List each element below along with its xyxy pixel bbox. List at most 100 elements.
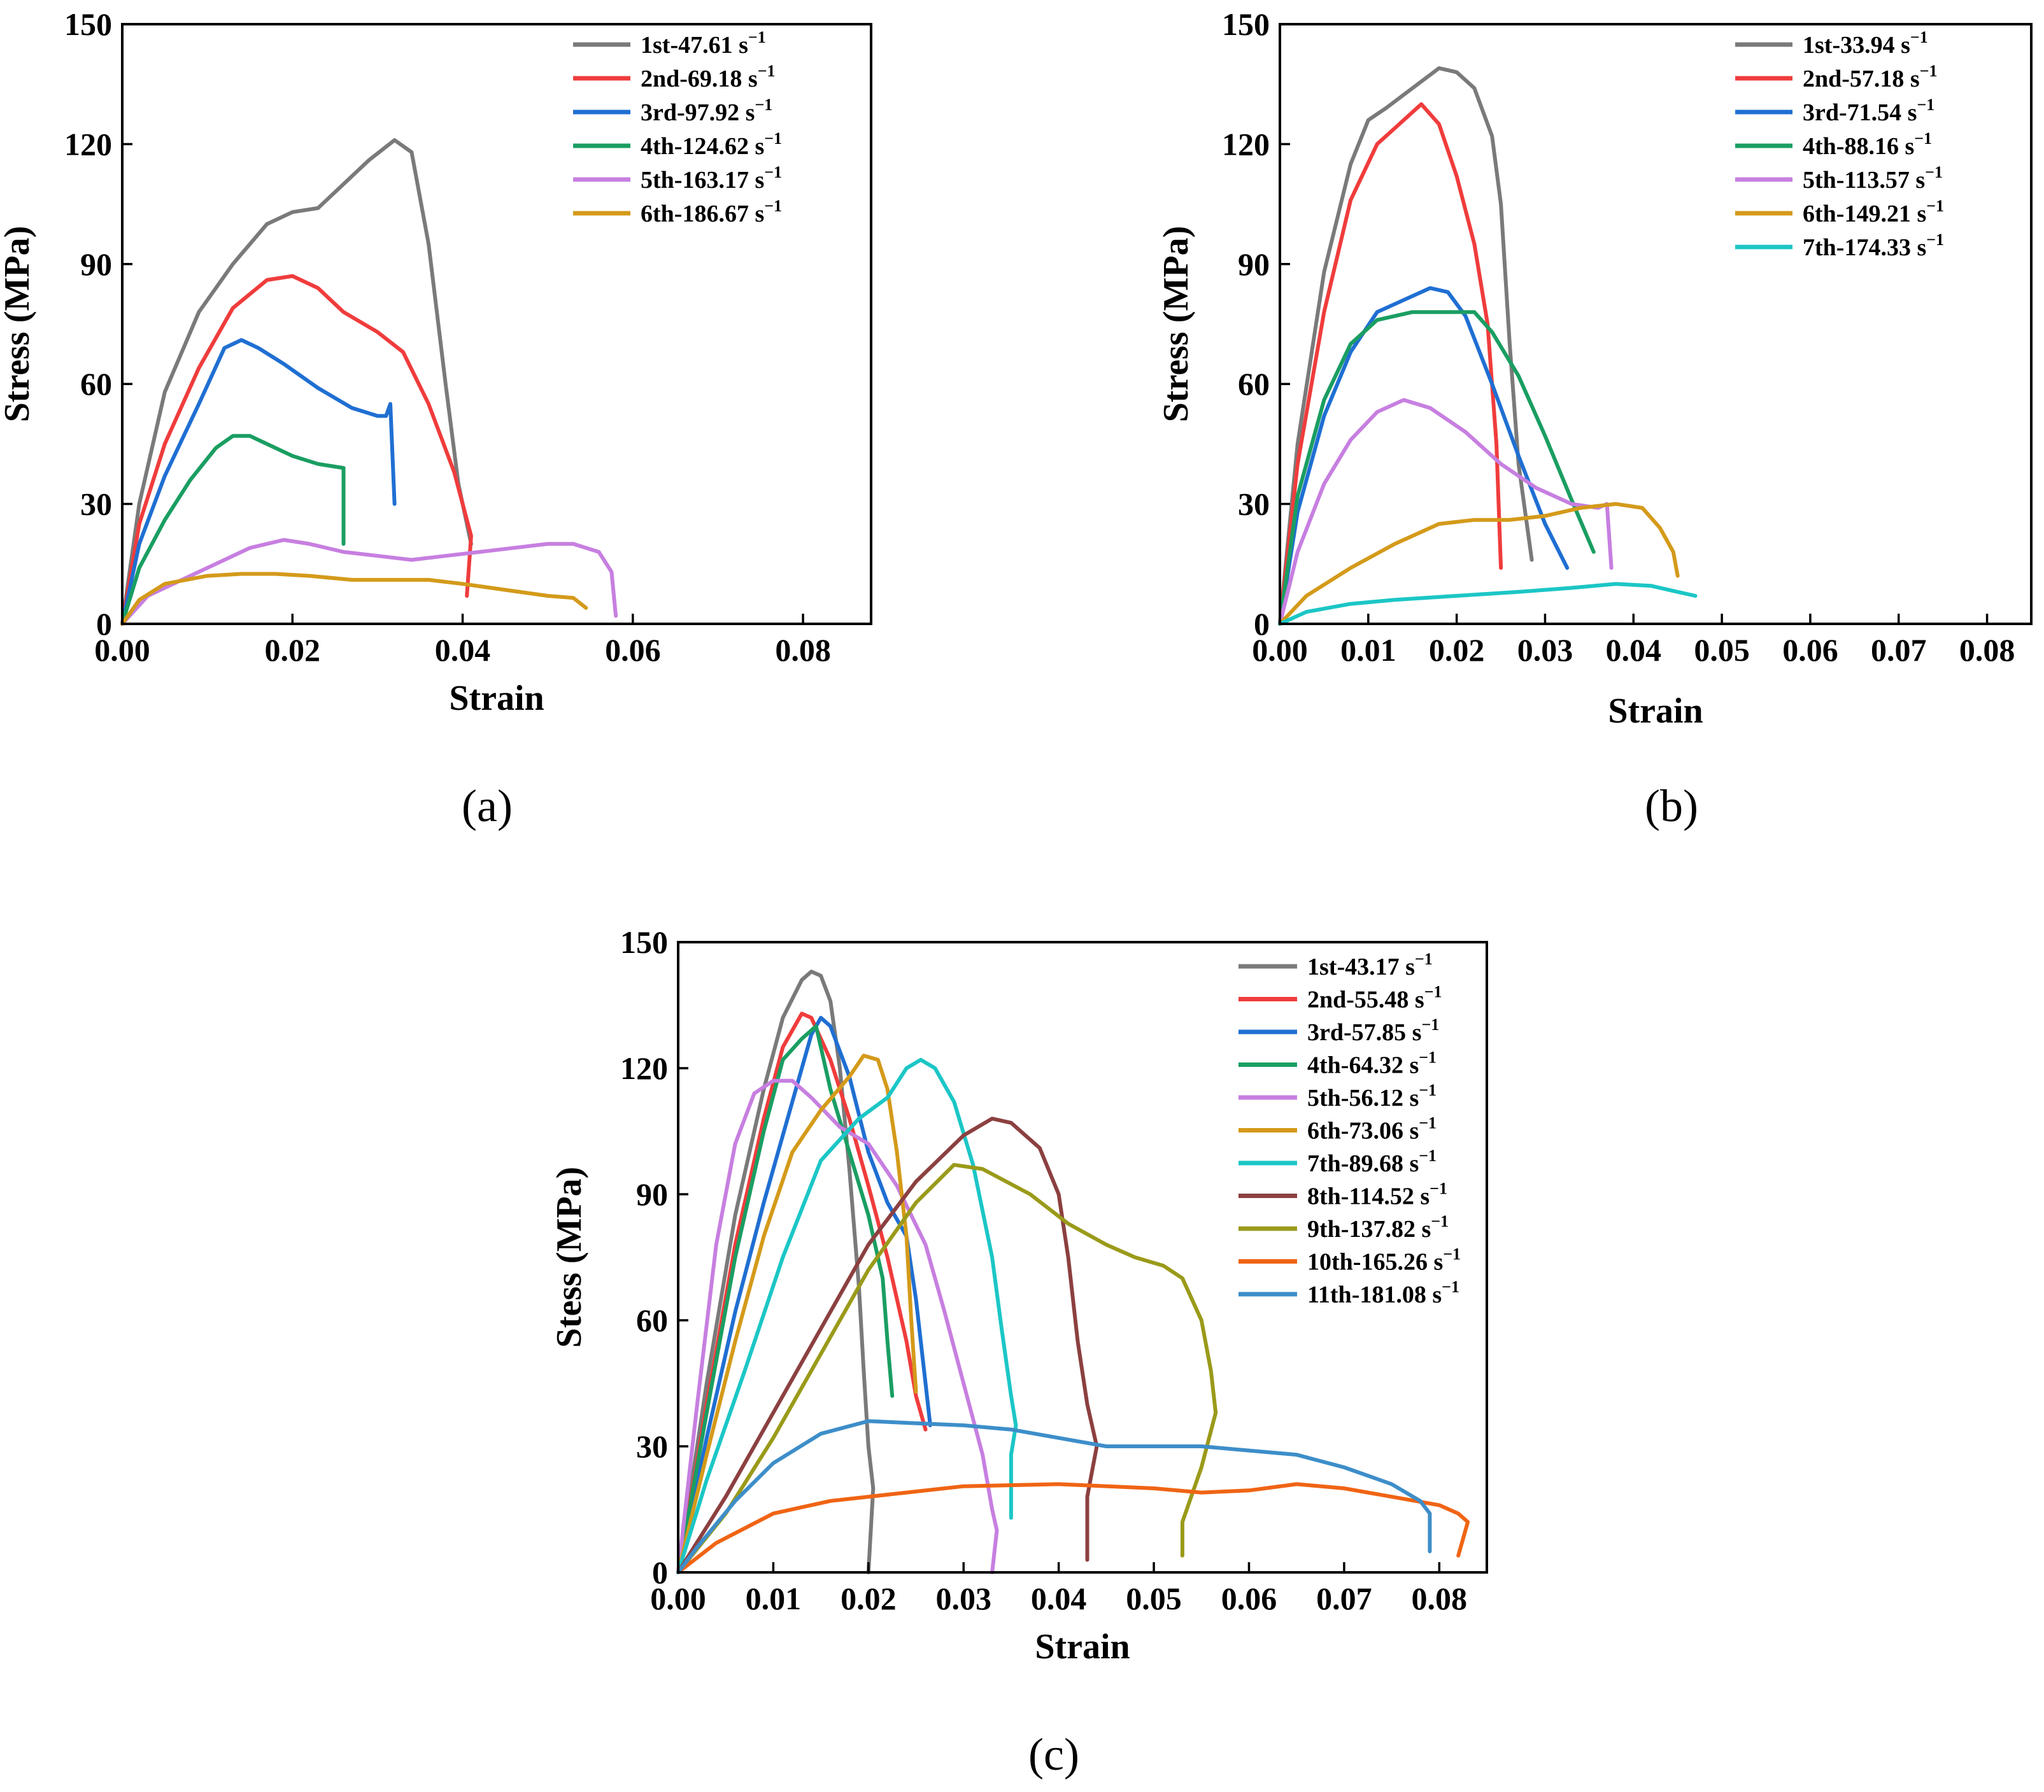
legend-label-c-4: 4th-64.32 s−1 <box>1307 1048 1437 1079</box>
series-line-c-10 <box>676 1482 1470 1574</box>
series-line-c-7 <box>676 1057 1018 1574</box>
x-tick-label-b-7: 0.07 <box>1871 632 1927 668</box>
y-tick-label-b-5: 150 <box>1222 6 1270 42</box>
legend-label-a-2: 2nd-69.18 s−1 <box>641 62 776 92</box>
x-tick-label-b-2: 0.02 <box>1429 632 1485 668</box>
legend-label-c-3: 3rd-57.85 s−1 <box>1307 1015 1439 1046</box>
x-tick-label-b-0: 0.00 <box>1252 632 1308 668</box>
x-tick-label-c-0: 0.00 <box>650 1581 706 1616</box>
panel-a: 0.00 0.02 0.04 0.06 0.08 0 30 60 90 120 150 Strain S… <box>0 6 872 718</box>
x-axis-label-a: Strain <box>449 679 544 718</box>
series-line-b-3 <box>1278 286 1570 626</box>
x-tick-label-a-2: 0.04 <box>435 632 491 668</box>
x-axis-label-c: Strain <box>1035 1627 1130 1667</box>
x-axis-label-b: Strain <box>1608 691 1703 731</box>
x-tick-label-c-7: 0.07 <box>1316 1581 1372 1616</box>
y-tick-label-a-2: 60 <box>80 366 112 402</box>
series-line-c-9 <box>676 1162 1218 1574</box>
legend-label-b-7: 7th-174.33 s−1 <box>1803 230 1944 261</box>
x-tick-label-c-2: 0.02 <box>841 1581 897 1616</box>
legend-label-c-9: 9th-137.82 s−1 <box>1307 1212 1449 1243</box>
x-tick-label-b-1: 0.01 <box>1340 632 1396 668</box>
y-tick-label-c-3: 90 <box>636 1176 668 1212</box>
legend-label-b-2: 2nd-57.18 s−1 <box>1803 62 1938 92</box>
x-tick-label-b-6: 0.06 <box>1782 632 1838 668</box>
legend-label-a-4: 4th-124.62 s−1 <box>641 129 782 160</box>
y-axis-label-a: Stress (MPa) <box>0 226 37 422</box>
y-tick-label-c-2: 60 <box>636 1302 668 1338</box>
series-line-c-5 <box>676 1078 999 1574</box>
plot-frame-a <box>121 23 872 625</box>
y-tick-label-a-4: 120 <box>64 126 112 162</box>
x-tick-label-b-3: 0.03 <box>1517 632 1573 668</box>
series-line-a-6 <box>120 572 588 626</box>
panel-label-b: (b) <box>1645 780 1698 831</box>
y-tick-label-c-5: 150 <box>620 924 668 960</box>
series-line-c-6 <box>676 1054 918 1574</box>
legend-label-b-5: 5th-113.57 s−1 <box>1803 163 1943 194</box>
series-line-a-2 <box>120 274 473 626</box>
panel-b: 0.00 0.01 0.02 0.03 0.04 0.05 0.06 0.07 0.08 0 30 6… <box>1156 6 2033 731</box>
x-tick-label-c-8: 0.08 <box>1412 1581 1468 1616</box>
series-line-c-8 <box>676 1117 1099 1574</box>
series-line-a-4 <box>120 434 346 626</box>
y-tick-label-b-2: 60 <box>1238 366 1270 402</box>
legend-label-b-1: 1st-33.94 s−1 <box>1803 28 1928 59</box>
plot-frame-b <box>1279 23 2033 625</box>
plot-frame-c <box>677 941 1488 1574</box>
legend-label-c-10: 10th-165.26 s−1 <box>1307 1245 1461 1276</box>
y-tick-label-a-5: 150 <box>64 6 112 42</box>
legend-label-b-6: 6th-149.21 s−1 <box>1803 197 1944 227</box>
y-tick-label-c-1: 30 <box>636 1429 668 1464</box>
panel-c: 0.00 0.01 0.02 0.03 0.04 0.05 0.06 0.07 0.08 0 30 6… <box>550 924 1488 1667</box>
y-tick-label-b-1: 30 <box>1238 486 1270 522</box>
legend-label-a-1: 1st-47.61 s−1 <box>641 28 766 59</box>
x-tick-label-c-5: 0.05 <box>1126 1581 1182 1616</box>
legend-label-c-8: 8th-114.52 s−1 <box>1307 1180 1447 1210</box>
panel-label-a: (a) <box>462 780 513 831</box>
x-tick-label-b-4: 0.04 <box>1606 632 1662 668</box>
y-tick-label-b-0: 0 <box>1254 606 1270 642</box>
series-line-c-4 <box>676 1024 895 1574</box>
x-tick-label-c-1: 0.01 <box>746 1581 802 1616</box>
panel-label-c: (c) <box>1028 1729 1079 1780</box>
legend-label-a-3: 3rd-97.92 s−1 <box>641 95 772 126</box>
x-tick-label-a-3: 0.06 <box>605 632 661 668</box>
series-line-b-1 <box>1278 66 1534 626</box>
x-tick-label-a-1: 0.02 <box>265 632 321 668</box>
legend-label-c-2: 2nd-55.48 s−1 <box>1307 983 1442 1013</box>
x-tick-label-a-4: 0.08 <box>775 632 831 668</box>
legend-label-c-6: 6th-73.06 s−1 <box>1307 1114 1437 1145</box>
series-line-c-3 <box>676 1015 932 1574</box>
series-line-a-1 <box>120 138 473 626</box>
legend-label-c-11: 11th-181.08 s−1 <box>1307 1278 1459 1308</box>
legend-label-c-7: 7th-89.68 s−1 <box>1307 1146 1437 1177</box>
legend-label-c-5: 5th-56.12 s−1 <box>1307 1081 1437 1111</box>
legend-label-a-5: 5th-163.17 s−1 <box>641 163 782 194</box>
legend-label-c-1: 1st-43.17 s−1 <box>1307 950 1433 980</box>
y-tick-label-b-3: 90 <box>1238 246 1270 282</box>
x-tick-label-b-8: 0.08 <box>1959 632 2015 668</box>
y-tick-label-a-1: 30 <box>80 486 112 522</box>
series-line-b-7 <box>1278 582 1698 626</box>
legend-label-a-6: 6th-186.67 s−1 <box>641 197 782 227</box>
y-tick-label-a-0: 0 <box>96 606 112 642</box>
y-axis-label-c: Stess (MPa) <box>550 1167 589 1348</box>
y-tick-label-a-3: 90 <box>80 246 112 282</box>
y-axis-label-b: Stress (MPa) <box>1156 226 1196 422</box>
x-tick-label-c-3: 0.03 <box>935 1581 991 1616</box>
y-tick-label-c-0: 0 <box>652 1555 668 1590</box>
x-tick-label-c-4: 0.04 <box>1031 1581 1087 1616</box>
x-tick-label-c-6: 0.06 <box>1221 1581 1277 1616</box>
series-line-b-2 <box>1278 102 1503 626</box>
x-tick-label-a-0: 0.00 <box>94 632 150 668</box>
series-line-b-4 <box>1278 310 1596 626</box>
series-line-c-11 <box>676 1419 1432 1574</box>
series-line-b-6 <box>1278 502 1680 626</box>
legend-label-b-4: 4th-88.16 s−1 <box>1803 129 1932 160</box>
series-line-a-5 <box>120 538 618 626</box>
legend-label-b-3: 3rd-71.54 s−1 <box>1803 95 1934 126</box>
y-tick-label-c-4: 120 <box>620 1050 668 1086</box>
x-tick-label-b-5: 0.05 <box>1694 632 1750 668</box>
